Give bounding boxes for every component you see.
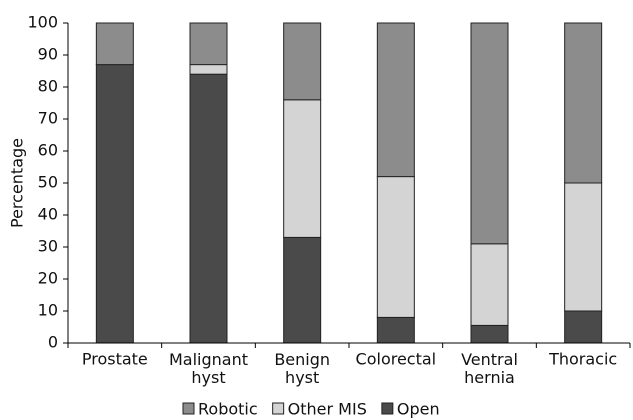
bar-segment: [376, 316, 415, 344]
bar-segment: [283, 236, 322, 344]
bar-segment: [376, 176, 415, 318]
bar-segment: [95, 64, 134, 344]
y-tick-label: 0: [48, 333, 58, 352]
x-tick-label: Prostate: [82, 350, 148, 369]
y-tick-label: 90: [38, 45, 58, 64]
y-tick-label: 50: [38, 173, 58, 192]
y-tick-label: 10: [38, 301, 58, 320]
y-tick-label: 20: [38, 269, 58, 288]
bar-segment: [283, 99, 322, 238]
bar-segment: [470, 243, 509, 326]
bar-segment: [564, 22, 603, 184]
y-tick-label: 30: [38, 237, 58, 256]
y-tick-label: 70: [38, 109, 58, 128]
bar-segment: [95, 22, 134, 66]
bar-segment: [470, 324, 509, 344]
bar-segment: [564, 310, 603, 344]
x-tick-label: Benign hyst: [274, 350, 330, 387]
x-tick-label: Thoracic: [548, 350, 617, 369]
legend-swatch: [272, 402, 285, 415]
bar-segment: [283, 22, 322, 101]
bar-segment: [189, 64, 228, 75]
legend-label: Other MIS: [288, 400, 367, 419]
legend-label: Open: [397, 400, 440, 419]
legend-label: Robotic: [198, 400, 258, 419]
y-tick-label: 60: [38, 141, 58, 160]
bar-segment: [564, 182, 603, 312]
y-tick-label: 40: [38, 205, 58, 224]
y-tick-label: 80: [38, 77, 58, 96]
x-tick-label: Malignant hyst: [169, 350, 248, 387]
x-tick-label: Ventral hernia: [461, 350, 518, 387]
bar-segment: [470, 22, 509, 245]
legend-swatch: [381, 402, 394, 415]
bar-segment: [189, 73, 228, 344]
bar-segment: [376, 22, 415, 178]
legend-swatch: [182, 402, 195, 415]
x-tick-label: Colorectal: [356, 350, 437, 369]
bar-segment: [189, 22, 228, 66]
y-axis-label: Percentage: [8, 138, 27, 228]
y-tick-label: 100: [27, 13, 58, 32]
